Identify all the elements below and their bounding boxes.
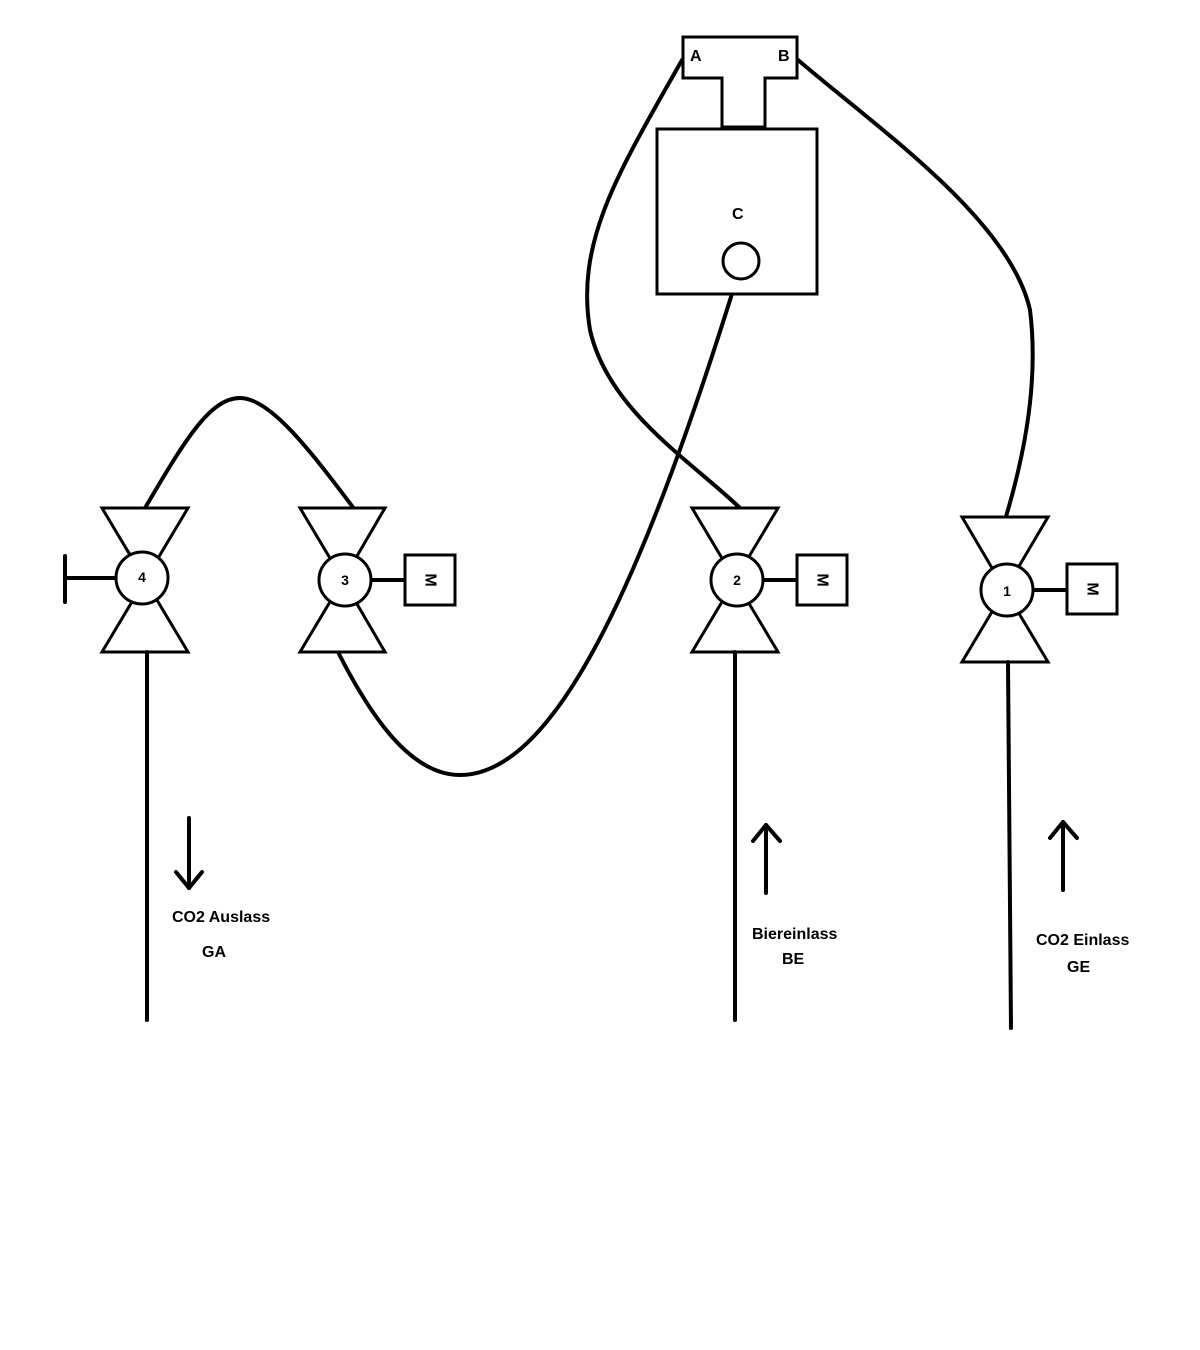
motor-icon <box>403 553 457 607</box>
pipe-valve3-to-port-c <box>336 266 742 777</box>
valve-3-circle <box>317 552 373 608</box>
valve-1-number: 1 <box>1003 583 1011 599</box>
motor-label: M <box>1084 582 1101 595</box>
valve-2[interactable]: M 2 <box>689 506 849 654</box>
motor-icon <box>1065 562 1119 616</box>
valve-3-number: 3 <box>341 572 349 588</box>
valve-3[interactable]: M 3 <box>297 506 457 654</box>
valve-1[interactable]: M 1 <box>959 515 1119 664</box>
valve-1-circle <box>979 562 1035 618</box>
valve-4[interactable]: 4 <box>63 506 191 654</box>
tank-c-port <box>721 241 761 281</box>
pipe-port-a-to-valve2 <box>585 58 742 510</box>
co2-inlet-label: CO2 Einlass <box>1036 932 1129 949</box>
down-arrow-icon <box>174 816 204 890</box>
distributor: A B C <box>655 35 819 296</box>
valve-4-number: 4 <box>138 569 146 585</box>
pipe-port-b-to-valve1 <box>796 58 1035 522</box>
beer-inlet-code: BE <box>782 951 805 968</box>
up-arrow-icon <box>1048 820 1079 892</box>
co2-outlet-code: GA <box>202 944 226 961</box>
port-c-label: C <box>732 206 744 223</box>
motor-icon <box>795 553 849 607</box>
up-arrow-icon <box>751 823 782 895</box>
port-a-label: A <box>690 48 702 65</box>
beer-inlet-label: Biereinlass <box>752 926 837 943</box>
valve-4-circle <box>114 550 170 606</box>
distributor-t-piece <box>681 35 799 129</box>
valve-2-circle <box>709 552 765 608</box>
co2-outlet-label: CO2 Auslass <box>172 909 270 926</box>
co2-inlet-code: GE <box>1067 959 1090 976</box>
valve-2-number: 2 <box>733 572 741 588</box>
co2-inlet-line <box>1006 660 1013 1030</box>
motor-label: M <box>422 573 439 586</box>
port-b-label: B <box>778 48 790 65</box>
pipe-valve4-to-valve3 <box>143 396 357 512</box>
motor-label: M <box>814 573 831 586</box>
